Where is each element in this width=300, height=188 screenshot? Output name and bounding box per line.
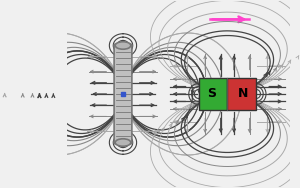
FancyBboxPatch shape — [114, 44, 132, 144]
Text: N: N — [238, 87, 248, 101]
Text: S: S — [207, 87, 216, 101]
Ellipse shape — [115, 42, 131, 49]
Bar — [199, 78, 227, 110]
Bar — [227, 78, 256, 110]
Ellipse shape — [115, 139, 131, 146]
